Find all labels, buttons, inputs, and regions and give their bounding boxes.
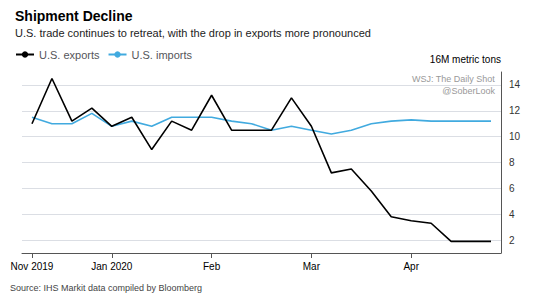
svg-text:14: 14: [509, 79, 521, 90]
svg-text:8: 8: [509, 157, 515, 168]
svg-text:@SoberLook: @SoberLook: [442, 86, 495, 96]
svg-text:Source: IHS Markit data compil: Source: IHS Markit data compiled by Bloo…: [10, 283, 202, 293]
svg-text:4: 4: [509, 209, 515, 220]
svg-text:16M metric tons: 16M metric tons: [430, 54, 501, 65]
svg-text:10: 10: [509, 131, 521, 142]
svg-text:12: 12: [509, 105, 521, 116]
svg-text:Feb: Feb: [203, 261, 221, 272]
svg-text:Mar: Mar: [303, 261, 321, 272]
svg-text:2: 2: [509, 235, 515, 246]
svg-text:WSJ: The Daily Shot: WSJ: The Daily Shot: [412, 74, 495, 84]
svg-text:6: 6: [509, 183, 515, 194]
svg-text:Nov 2019: Nov 2019: [11, 261, 54, 272]
svg-text:Jan 2020: Jan 2020: [91, 261, 133, 272]
svg-text:U.S. exports: U.S. exports: [39, 49, 100, 61]
svg-text:U.S. trade continues to retrea: U.S. trade continues to retreat, with th…: [15, 27, 371, 39]
svg-text:Shipment Decline: Shipment Decline: [15, 8, 133, 24]
svg-text:Apr: Apr: [403, 261, 419, 272]
svg-text:U.S. imports: U.S. imports: [132, 49, 193, 61]
